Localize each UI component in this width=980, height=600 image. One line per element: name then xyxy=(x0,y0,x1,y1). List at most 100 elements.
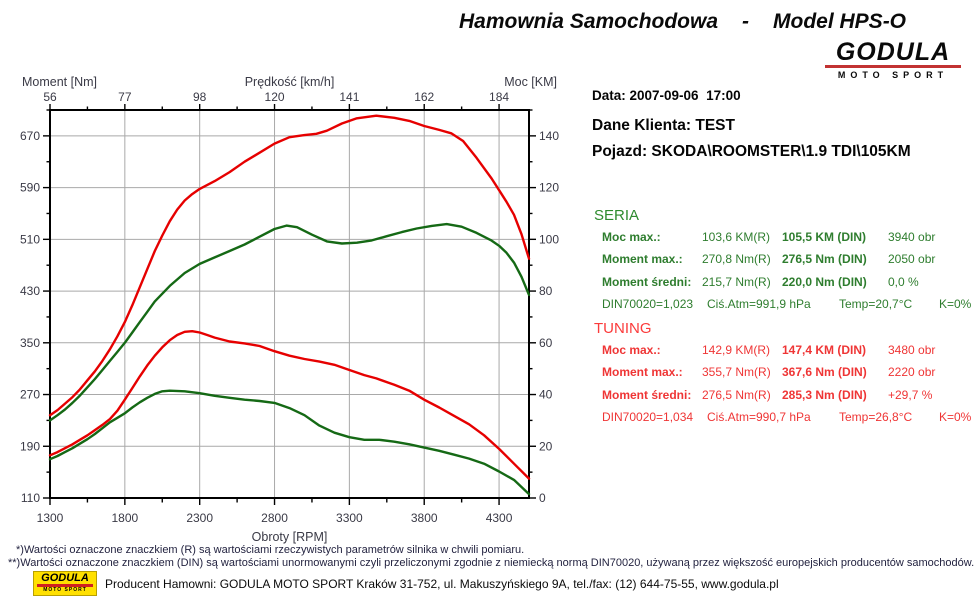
k-factor: K=0% xyxy=(939,410,972,425)
producer-logo-name: GODULA xyxy=(41,572,89,584)
svg-text:3800: 3800 xyxy=(411,511,438,525)
footnote-r: *)Wartości oznaczone znaczkiem (R) są wa… xyxy=(16,544,525,556)
svg-text:0: 0 xyxy=(539,491,546,505)
atm-pressure: Ciś.Atm=990,7 hPa xyxy=(707,410,811,425)
svg-text:Moment [Nm]: Moment [Nm] xyxy=(22,75,97,89)
svg-text:56: 56 xyxy=(43,90,57,104)
value-r: 276,5 Nm(R) xyxy=(702,387,771,402)
svg-text:3300: 3300 xyxy=(336,511,363,525)
curve-tuning-moc xyxy=(48,114,531,417)
din-factor: DIN70020=1,034 xyxy=(602,410,694,425)
measurement-date: Data: 2007-09-06 17:00 xyxy=(592,88,741,103)
producer-logo-rule xyxy=(37,584,93,587)
value-r: 103,6 KM(R) xyxy=(702,230,771,244)
producer-text: Producent Hamowni: GODULA MOTO SPORT Kra… xyxy=(105,576,779,591)
value-extra: 2220 obr xyxy=(888,365,936,380)
svg-text:510: 510 xyxy=(20,232,40,246)
svg-text:120: 120 xyxy=(265,90,285,104)
curve-seria-moment xyxy=(48,389,531,496)
tuning-header: TUNING xyxy=(594,320,652,337)
page-title: Hamownia Samochodowa - Model HPS-O xyxy=(400,10,965,34)
svg-text:590: 590 xyxy=(20,181,40,195)
curve-seria-moc xyxy=(48,222,531,422)
curve-tuning-moment xyxy=(48,330,531,480)
table-row: Moment średni: 215,7 Nm(R) 220,0 Nm (DIN… xyxy=(594,271,976,293)
producer-logo-subtitle: MOTO SPORT xyxy=(43,587,87,593)
chart-axis-titles: Moment [Nm] Prędkość [km/h] Moc [KM] Obroty… xyxy=(22,75,557,544)
svg-text:2300: 2300 xyxy=(186,511,213,525)
svg-text:184: 184 xyxy=(489,90,509,104)
conditions-row: DIN70020=1,034 Ciś.Atm=990,7 hPa Temp=26… xyxy=(594,406,976,428)
value-r: 215,7 Nm(R) xyxy=(702,274,771,289)
table-row: Moc max.: 142,9 KM(R) 147,4 KM (DIN) 348… xyxy=(594,339,976,361)
din-factor: DIN70020=1,023 xyxy=(602,297,694,312)
svg-text:670: 670 xyxy=(20,129,40,143)
svg-text:120: 120 xyxy=(539,181,559,195)
row-label: Moment średni: xyxy=(602,274,692,289)
row-label: Moment max.: xyxy=(602,365,683,380)
value-din: 220,0 Nm (DIN) xyxy=(782,274,867,289)
value-din: 285,3 Nm (DIN) xyxy=(782,387,867,402)
svg-text:77: 77 xyxy=(118,90,132,104)
svg-text:430: 430 xyxy=(20,284,40,298)
svg-text:80: 80 xyxy=(539,284,553,298)
svg-text:Moc [KM]: Moc [KM] xyxy=(504,75,557,89)
table-row: Moc max.: 103,6 KM(R) 105,5 KM (DIN) 394… xyxy=(594,226,976,248)
svg-text:1800: 1800 xyxy=(111,511,138,525)
vehicle-name: Pojazd: SKODA\ROOMSTER\1.9 TDI\105KM xyxy=(592,143,911,160)
svg-text:2800: 2800 xyxy=(261,511,288,525)
footnote-din: **)Wartości oznaczone znaczkiem (DIN) są… xyxy=(8,557,975,569)
svg-text:110: 110 xyxy=(21,491,40,505)
svg-text:190: 190 xyxy=(20,439,40,453)
chart-ticks xyxy=(43,104,536,505)
row-label: Moc max.: xyxy=(602,343,661,357)
atm-pressure: Ciś.Atm=991,9 hPa xyxy=(707,297,811,312)
svg-text:40: 40 xyxy=(539,388,553,402)
brand-logo-subtitle: MOTO SPORT xyxy=(837,70,949,80)
table-row: Moment średni: 276,5 Nm(R) 285,3 Nm (DIN… xyxy=(594,384,976,406)
svg-text:162: 162 xyxy=(414,90,434,104)
svg-text:100: 100 xyxy=(539,232,559,246)
producer-logo: GODULA MOTO SPORT xyxy=(33,571,97,596)
table-row: Moment max.: 270,8 Nm(R) 276,5 Nm (DIN) … xyxy=(594,248,976,270)
value-r: 142,9 KM(R) xyxy=(702,343,771,357)
tuning-section: TUNING Moc max.: 142,9 KM(R) 147,4 KM (D… xyxy=(594,319,976,429)
svg-text:350: 350 xyxy=(20,336,40,350)
temperature: Temp=26,8°C xyxy=(839,410,913,425)
svg-text:270: 270 xyxy=(20,388,40,402)
svg-text:60: 60 xyxy=(539,336,553,350)
seria-header: SERIA xyxy=(594,207,640,224)
row-label: Moc max.: xyxy=(602,230,661,244)
page-title-left: Hamownia Samochodowa xyxy=(458,10,719,33)
svg-text:1300: 1300 xyxy=(37,511,64,525)
row-label: Moment średni: xyxy=(602,387,692,402)
svg-text:98: 98 xyxy=(193,90,207,104)
page-title-right: Model HPS-O xyxy=(773,10,907,33)
value-r: 270,8 Nm(R) xyxy=(702,252,771,267)
value-extra: +29,7 % xyxy=(888,387,933,402)
value-r: 355,7 Nm(R) xyxy=(702,365,771,380)
svg-text:4300: 4300 xyxy=(486,511,513,525)
k-factor: K=0% xyxy=(939,297,972,312)
svg-text:Prędkość [km/h]: Prędkość [km/h] xyxy=(245,75,335,89)
brand-logo: GODULA MOTO SPORT xyxy=(820,40,966,80)
value-extra: 0,0 % xyxy=(888,274,919,289)
svg-text:140: 140 xyxy=(539,129,559,143)
client-name: Dane Klienta: TEST xyxy=(592,117,735,134)
value-din: 147,4 KM (DIN) xyxy=(782,343,867,357)
producer-row: GODULA MOTO SPORT Producent Hamowni: GOD… xyxy=(33,571,779,596)
row-label: Moment max.: xyxy=(602,252,683,267)
value-din: 105,5 KM (DIN) xyxy=(782,230,867,244)
chart-gridlines xyxy=(50,110,529,498)
value-din: 367,6 Nm (DIN) xyxy=(782,365,867,380)
value-extra: 3940 obr xyxy=(888,230,936,244)
svg-text:Obroty [RPM]: Obroty [RPM] xyxy=(252,530,328,544)
seria-section: SERIA Moc max.: 103,6 KM(R) 105,5 KM (DI… xyxy=(594,206,976,316)
page-title-separator: - xyxy=(742,10,750,33)
table-row: Moment max.: 355,7 Nm(R) 367,6 Nm (DIN) … xyxy=(594,361,976,383)
chart-frame xyxy=(49,109,530,499)
temperature: Temp=20,7°C xyxy=(839,297,913,312)
